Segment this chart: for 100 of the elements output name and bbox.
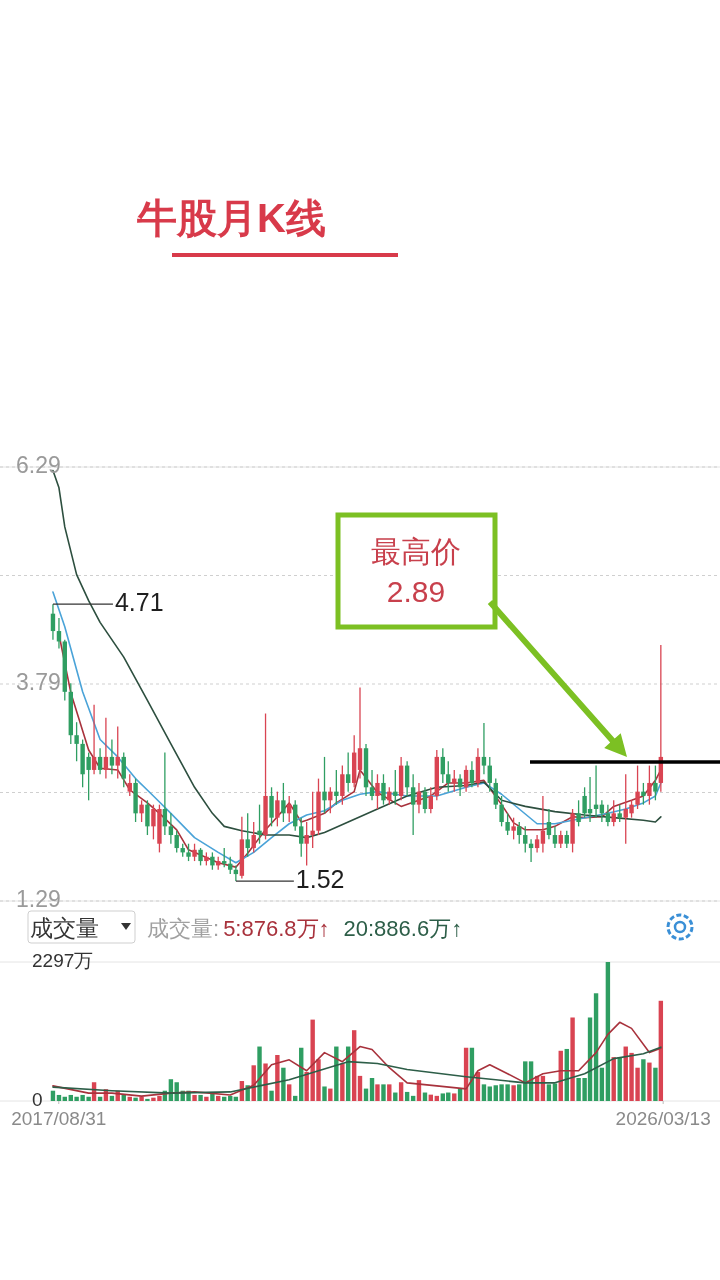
annotation: 1.52 <box>295 864 345 893</box>
candlestick <box>340 764 345 806</box>
candlestick <box>381 773 386 806</box>
candlestick <box>345 751 351 793</box>
candlestick <box>517 821 522 845</box>
chart-title: 成交量 <box>30 915 99 941</box>
candlestick <box>428 786 433 814</box>
y-tick-label: 0 <box>32 1089 43 1111</box>
candlestick <box>127 773 132 797</box>
candlestick <box>416 782 422 814</box>
bar <box>393 1092 398 1101</box>
candlestick <box>168 812 174 845</box>
candlestick <box>275 790 280 827</box>
line-series <box>52 1046 662 1094</box>
bar <box>139 1096 144 1101</box>
bar <box>192 1094 197 1101</box>
candlestick <box>109 738 115 775</box>
candlestick <box>641 782 646 806</box>
bar <box>133 1097 138 1101</box>
y-tick-label: 6.29 <box>16 452 61 479</box>
bar <box>599 1067 605 1101</box>
bar <box>257 1046 262 1101</box>
bar <box>481 1084 487 1101</box>
candlestick <box>493 777 498 810</box>
bar <box>328 1088 333 1101</box>
candlestick <box>635 764 640 810</box>
bar <box>440 1093 446 1101</box>
candlestick <box>410 773 416 836</box>
bar <box>653 1067 658 1101</box>
candlestick <box>523 825 528 854</box>
bar <box>517 1084 522 1101</box>
bar <box>145 1098 150 1101</box>
x-tick-label: 2017/08/31 <box>11 1108 107 1129</box>
line-series <box>52 1021 662 1097</box>
bar <box>322 1086 327 1101</box>
candlestick <box>97 747 103 775</box>
bar <box>641 1059 646 1101</box>
candlestick <box>546 808 552 841</box>
candlestick <box>511 817 516 841</box>
bar <box>269 1090 274 1101</box>
candlestick <box>103 717 109 780</box>
bar <box>369 1078 375 1101</box>
candlestick <box>251 821 256 854</box>
candlestick <box>74 721 79 762</box>
bar <box>511 1085 516 1101</box>
candlestick <box>446 760 451 793</box>
bar <box>552 1083 558 1101</box>
bar <box>398 1082 404 1101</box>
bar <box>647 1062 652 1101</box>
bar <box>198 1094 203 1101</box>
y-tick-label: 3.79 <box>16 669 61 696</box>
candlestick <box>269 786 274 827</box>
bar <box>452 1093 457 1101</box>
text: 20:886.6万↑ <box>343 916 463 941</box>
candlestick <box>393 769 398 806</box>
candlestick <box>605 804 611 827</box>
candlestick <box>375 773 380 810</box>
x-tick-label: 2026/03/13 <box>615 1108 711 1129</box>
candlestick <box>174 830 179 854</box>
chart-title: 牛股月K线 <box>136 196 326 240</box>
bar <box>334 1046 339 1101</box>
candlestick <box>552 825 558 849</box>
candlestick <box>257 804 262 845</box>
bar <box>281 1067 286 1101</box>
candlestick <box>222 847 227 868</box>
bar <box>275 1055 280 1101</box>
candlestick <box>299 817 304 858</box>
candlestick <box>334 769 339 806</box>
candlestick <box>499 795 504 827</box>
text: 5:876.8万↑ <box>223 916 330 941</box>
bar <box>357 1075 363 1101</box>
candlestick <box>469 760 475 788</box>
candlestick <box>91 704 97 775</box>
bar <box>375 1084 380 1101</box>
y-tick-label: 2297万 <box>32 950 94 972</box>
candlestick <box>357 686 363 780</box>
bar <box>570 1017 575 1101</box>
candlestick <box>139 799 144 823</box>
bar <box>204 1096 209 1101</box>
candlestick <box>611 799 616 827</box>
candlestick <box>481 722 487 775</box>
candlestick <box>310 790 315 849</box>
y-tick-label: 1.29 <box>16 886 61 913</box>
candlestick <box>304 821 309 867</box>
candlestick <box>115 725 120 780</box>
candlestick <box>576 799 581 827</box>
candlestick <box>540 795 546 854</box>
bar <box>487 1086 492 1101</box>
candlestick <box>322 756 327 814</box>
candlestick <box>245 812 250 858</box>
annotation: 4.71 <box>114 587 164 616</box>
bar <box>287 1084 292 1101</box>
candlestick <box>369 769 375 801</box>
annotation: 最高价 2.89 <box>371 535 461 608</box>
candlestick <box>145 799 150 836</box>
legend-title: 成交量: <box>147 916 220 941</box>
candlestick <box>281 782 286 823</box>
candlestick <box>121 751 126 788</box>
candlestick <box>653 764 658 801</box>
bar <box>404 1091 410 1101</box>
